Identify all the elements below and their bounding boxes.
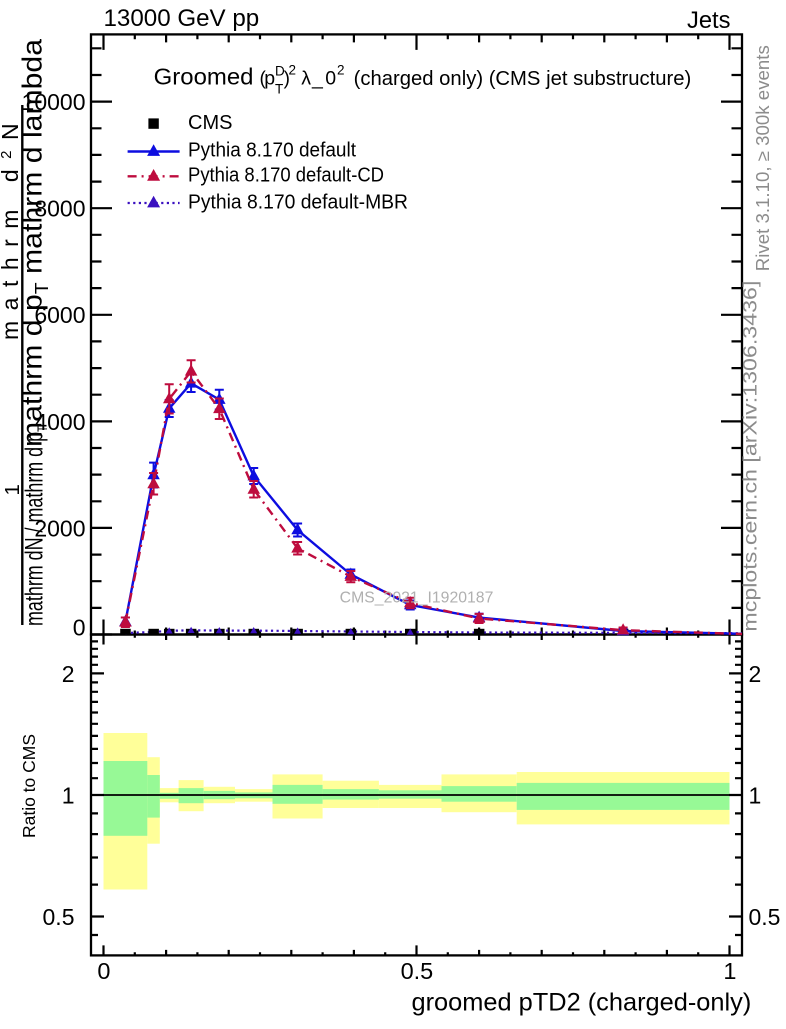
svg-text:Jets: Jets (687, 7, 731, 34)
svg-text:CMS_2021_I1920187: CMS_2021_I1920187 (340, 590, 494, 607)
svg-text:4000: 4000 (34, 409, 85, 435)
svg-text:2: 2 (337, 63, 345, 78)
svg-text:1: 1 (62, 782, 75, 808)
svg-text:Pythia 8.170 default: Pythia 8.170 default (188, 140, 356, 162)
svg-text:0.5: 0.5 (43, 904, 75, 930)
svg-text:Groomed: Groomed (154, 63, 254, 89)
svg-text:1: 1 (723, 958, 736, 984)
svg-text:2: 2 (289, 63, 297, 78)
svg-text:10000: 10000 (22, 89, 86, 115)
svg-text:6000: 6000 (34, 302, 85, 328)
svg-text:): ) (284, 69, 290, 90)
svg-text:0.5: 0.5 (401, 958, 434, 984)
svg-text:T: T (275, 82, 283, 97)
svg-text:1: 1 (749, 782, 762, 808)
svg-text:0: 0 (97, 958, 110, 984)
svg-text:groomed pTD2 (charged-only): groomed pTD2 (charged-only) (412, 989, 752, 1017)
svg-text:D: D (275, 64, 285, 79)
svg-text:2: 2 (749, 661, 762, 687)
svg-text:13000 GeV pp: 13000 GeV pp (104, 5, 260, 32)
svg-text:2: 2 (62, 661, 75, 687)
svg-text:2000: 2000 (34, 515, 85, 541)
svg-text:0: 0 (73, 614, 86, 640)
svg-text:_: _ (311, 68, 324, 90)
svg-text:CMS: CMS (188, 112, 232, 134)
svg-text:Rivet 3.1.10, ≥ 300k events: Rivet 3.1.10, ≥ 300k events (753, 45, 773, 271)
svg-text:mathrm d2N: mathrm d2N (0, 113, 23, 340)
svg-text:Pythia 8.170 default-CD: Pythia 8.170 default-CD (188, 164, 384, 186)
svg-text:0: 0 (325, 68, 336, 90)
svg-text:λ: λ (301, 68, 311, 90)
svg-text:(: ( (260, 69, 267, 90)
svg-text:mathrm dN / mathrm d pT: mathrm dN / mathrm d pT (21, 426, 51, 626)
svg-text:mathrm d pT mathrm d lambda: mathrm d pT mathrm d lambda (17, 39, 53, 447)
svg-text:0.5: 0.5 (749, 904, 781, 930)
svg-text:8000: 8000 (34, 196, 85, 222)
svg-text:(charged only) (CMS jet substr: (charged only) (CMS jet substructure) (354, 67, 692, 90)
svg-text:1: 1 (1, 484, 24, 495)
svg-text:Pythia 8.170 default-MBR: Pythia 8.170 default-MBR (188, 192, 408, 214)
svg-text:p: p (264, 68, 275, 90)
svg-text:mcplots.cern.ch [arXiv:1306.34: mcplots.cern.ch [arXiv:1306.3436] (741, 281, 762, 632)
svg-text:Ratio to CMS: Ratio to CMS (19, 734, 39, 838)
